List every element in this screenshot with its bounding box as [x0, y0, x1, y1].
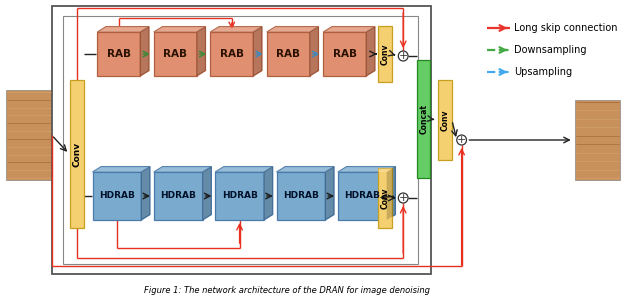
Polygon shape [211, 32, 253, 76]
Polygon shape [338, 172, 387, 220]
Text: RAB: RAB [163, 49, 188, 59]
Polygon shape [325, 166, 334, 220]
Polygon shape [141, 166, 150, 220]
Polygon shape [140, 26, 149, 76]
Polygon shape [253, 26, 262, 76]
Polygon shape [211, 26, 262, 32]
Polygon shape [276, 166, 334, 172]
Polygon shape [264, 166, 273, 220]
Text: Conv: Conv [440, 109, 449, 131]
Polygon shape [97, 26, 149, 32]
Polygon shape [215, 166, 273, 172]
Text: Figure 1: The network architecture of the DRAN for image denoising: Figure 1: The network architecture of th… [144, 286, 430, 295]
Text: +: + [399, 193, 408, 203]
Polygon shape [97, 26, 149, 32]
Polygon shape [154, 166, 211, 172]
Polygon shape [211, 26, 262, 32]
Bar [378, 26, 392, 82]
Text: HDRAB: HDRAB [160, 191, 196, 200]
Text: Conv: Conv [380, 43, 389, 65]
Polygon shape [387, 166, 396, 220]
Text: +: + [457, 135, 467, 145]
Text: HDRAB: HDRAB [344, 191, 380, 200]
Circle shape [398, 193, 408, 203]
Polygon shape [366, 26, 375, 76]
Polygon shape [93, 166, 150, 172]
Text: +: + [399, 51, 408, 61]
Text: HDRAB: HDRAB [99, 191, 135, 200]
Bar [52, 6, 431, 274]
Polygon shape [93, 172, 141, 220]
Polygon shape [154, 166, 211, 172]
Bar [63, 16, 418, 264]
Circle shape [398, 51, 408, 61]
Text: RAB: RAB [220, 49, 244, 59]
Polygon shape [323, 26, 375, 32]
Text: RAB: RAB [107, 49, 131, 59]
Polygon shape [97, 32, 140, 76]
Polygon shape [323, 32, 366, 76]
Polygon shape [267, 32, 310, 76]
Polygon shape [267, 26, 319, 32]
Polygon shape [154, 32, 196, 76]
Polygon shape [196, 26, 205, 76]
Text: Upsampling: Upsampling [514, 67, 572, 77]
Polygon shape [276, 166, 334, 172]
Bar [70, 80, 84, 228]
Polygon shape [310, 26, 319, 76]
Circle shape [457, 135, 467, 145]
Polygon shape [215, 166, 273, 172]
Polygon shape [154, 172, 203, 220]
Polygon shape [203, 166, 211, 220]
Polygon shape [215, 172, 264, 220]
Polygon shape [203, 166, 211, 220]
Polygon shape [325, 166, 334, 220]
Polygon shape [338, 166, 396, 172]
Text: RAB: RAB [276, 49, 300, 59]
Polygon shape [141, 166, 150, 220]
Text: Concat: Concat [419, 104, 428, 134]
Polygon shape [276, 172, 325, 220]
Polygon shape [154, 26, 205, 32]
Text: RAB: RAB [333, 49, 356, 59]
Polygon shape [387, 166, 396, 220]
Bar [6, 90, 52, 180]
Bar [575, 100, 620, 180]
Text: Conv: Conv [72, 141, 81, 166]
Text: Conv: Conv [380, 187, 389, 209]
Text: HDRAB: HDRAB [221, 191, 257, 200]
Polygon shape [267, 26, 319, 32]
Polygon shape [310, 26, 319, 76]
Polygon shape [140, 26, 149, 76]
Text: Downsampling: Downsampling [514, 45, 587, 55]
Polygon shape [323, 26, 375, 32]
Bar [417, 60, 431, 178]
Polygon shape [253, 26, 262, 76]
Polygon shape [338, 166, 396, 172]
Polygon shape [154, 26, 205, 32]
Polygon shape [196, 26, 205, 76]
Text: HDRAB: HDRAB [283, 191, 319, 200]
Text: Long skip connection: Long skip connection [514, 23, 618, 33]
Bar [438, 80, 452, 160]
Polygon shape [366, 26, 375, 76]
Polygon shape [264, 166, 273, 220]
Polygon shape [93, 166, 150, 172]
Bar [378, 168, 392, 228]
